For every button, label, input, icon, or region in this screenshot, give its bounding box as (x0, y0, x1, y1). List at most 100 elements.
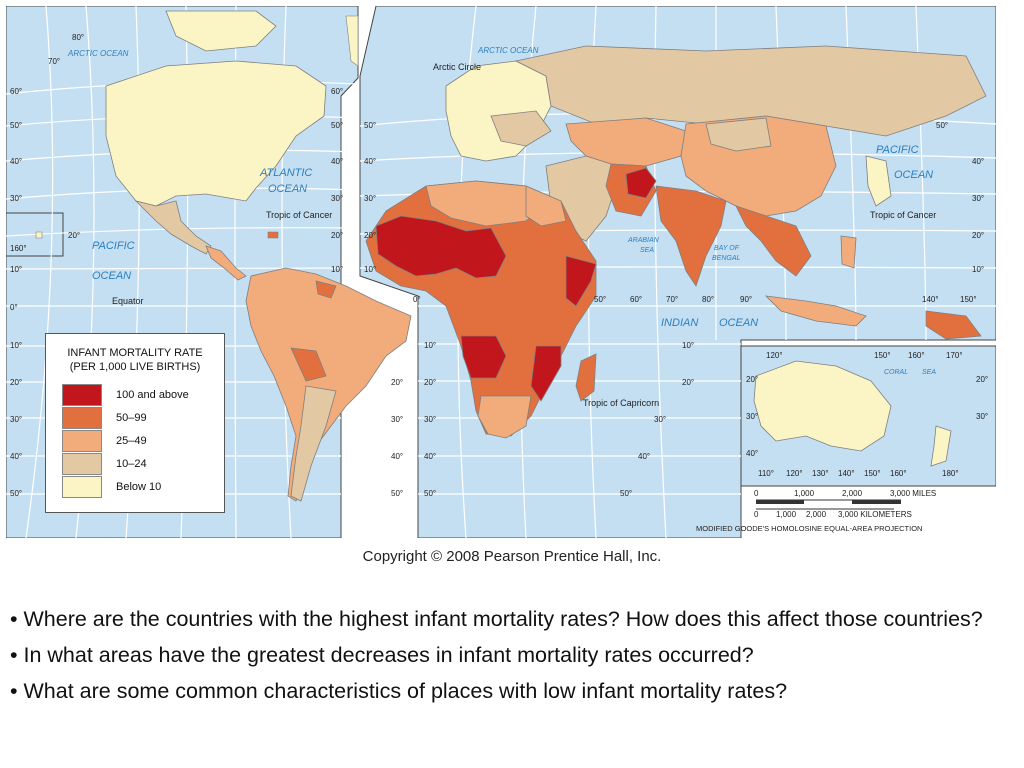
country-usa-canada (105, 60, 327, 207)
lat-label: 20° (682, 378, 694, 387)
scale-tick: 3,000 MILES (890, 489, 936, 498)
country-haiti (267, 231, 279, 239)
region-north-africa (425, 180, 547, 227)
legend-row: 100 and above (62, 384, 189, 406)
scale-tick: 0 (754, 510, 759, 519)
legend-swatch (62, 476, 102, 498)
country-philippines (840, 235, 857, 269)
country-angola (460, 335, 507, 379)
lat-label: 30° (972, 194, 984, 203)
country-madagascar (575, 353, 597, 402)
lat-label: 10° (972, 265, 984, 274)
lat-label: 80° (72, 33, 84, 42)
country-mozambique (530, 345, 562, 402)
scale-tick: 3,000 KILOMETERS (838, 510, 912, 519)
legend-title-line1: INFANT MORTALITY RATE (67, 347, 203, 359)
lat-label: 30° (10, 415, 22, 424)
projection-label: MODIFIED GOODE'S HOMOLOSINE EQUAL-AREA P… (696, 524, 922, 533)
legend-swatch (62, 453, 102, 475)
lat-label: 20° (972, 231, 984, 240)
country-indonesia (764, 295, 867, 327)
country-new-zealand (930, 425, 952, 467)
label-tropic-cancer-left: Tropic of Cancer (266, 210, 332, 220)
legend-row: 10–24 (62, 453, 147, 475)
lat-label: 40° (972, 157, 984, 166)
label-bengal-1: BAY OF (714, 245, 740, 252)
inset-lon-label: 150° (864, 469, 881, 478)
country-argentina-chile (290, 385, 337, 502)
label-pacific-left-2: OCEAN (92, 270, 131, 282)
inset-lon-label: 130° (812, 469, 829, 478)
lat-label: 20° (424, 378, 436, 387)
country-australia (753, 360, 892, 452)
country-somalia (565, 255, 597, 307)
lat-label: 20° (364, 231, 376, 240)
label-bengal-2: BENGAL (712, 255, 741, 262)
lat-label: 30° (391, 415, 403, 424)
lat-label: 30° (331, 194, 343, 203)
lat-label: 50° (424, 489, 436, 498)
discussion-questions: • Where are the countries with the highe… (10, 604, 1010, 712)
country-guyana (315, 280, 337, 299)
lat-label: 60° (10, 87, 22, 96)
label-tropic-cancer-right: Tropic of Cancer (870, 210, 936, 220)
label-arctic-ocean-right: ARCTIC OCEAN (477, 46, 539, 55)
inset-lon-label: 180° (942, 469, 959, 478)
scale-tick: 2,000 (806, 510, 827, 519)
lat-label: 10° (10, 265, 22, 274)
copyright-text: Copyright © 2008 Pearson Prentice Hall, … (362, 548, 662, 565)
legend-label: Below 10 (116, 481, 162, 493)
legend-row: 25–49 (62, 430, 147, 452)
label-indian-2: OCEAN (719, 317, 758, 329)
lat-label: 60° (331, 87, 343, 96)
inset-lon-label: 110° (758, 469, 774, 478)
scale-tick: 1,000 (776, 510, 797, 519)
lat-label: 10° (364, 265, 376, 274)
lat-label: 10° (424, 341, 436, 350)
country-canada-north (165, 10, 277, 52)
lon-label: 70° (666, 295, 678, 304)
lat-label: 50° (10, 121, 22, 130)
legend-row: 50–99 (62, 407, 147, 429)
label-coral-2: SEA (922, 369, 936, 376)
label-atlantic-2: OCEAN (268, 183, 307, 195)
legend-label: 100 and above (116, 389, 189, 401)
inset-lon-label: 120° (786, 469, 803, 478)
lat-label: 50° (331, 121, 343, 130)
inset-lon-label: 140° (838, 469, 855, 478)
country-bolivia (290, 347, 327, 382)
label-pacific-right-2: OCEAN (894, 169, 933, 181)
lat-label: 20° (68, 231, 80, 240)
country-south-africa (477, 395, 532, 439)
label-equator: Equator (112, 296, 144, 306)
country-greenland-edge (345, 15, 359, 67)
label-pacific-right-1: PACIFIC (876, 144, 919, 156)
inset-lon-label: 160° (890, 469, 907, 478)
legend-label: 50–99 (116, 412, 147, 424)
region-sahel-high (375, 215, 507, 279)
lat-label: 40° (10, 157, 22, 166)
region-central-america (205, 245, 247, 281)
lat-label: 20° (331, 231, 343, 240)
lat-label: 50° (364, 121, 376, 130)
label-arabian-2: SEA (640, 247, 654, 254)
hawaii-islands (35, 231, 43, 239)
inset-lat-label: 20° (746, 375, 758, 384)
inset-lon-label: 170° (946, 351, 963, 360)
lon-label: 50° (594, 295, 606, 304)
legend-title-line2: (PER 1,000 LIVE BIRTHS) (69, 361, 201, 373)
lat-label: 50° (936, 121, 948, 130)
lat-label: 30° (654, 415, 666, 424)
label-tropic-capricorn: Tropic of Capricorn (583, 398, 659, 408)
question-item: • In what areas have the greatest decrea… (10, 643, 754, 667)
lat-label: 10° (331, 265, 343, 274)
lon-label: 150° (960, 295, 977, 304)
lat-label: 40° (638, 452, 650, 461)
lat-label: 40° (391, 452, 403, 461)
inset-lon-label: 150° (874, 351, 891, 360)
lat-label: 0° (10, 303, 18, 312)
question-item: • Where are the countries with the highe… (10, 607, 983, 631)
legend-swatch (62, 384, 102, 406)
lat-label: 30° (364, 194, 376, 203)
lat-label: 10° (10, 341, 22, 350)
